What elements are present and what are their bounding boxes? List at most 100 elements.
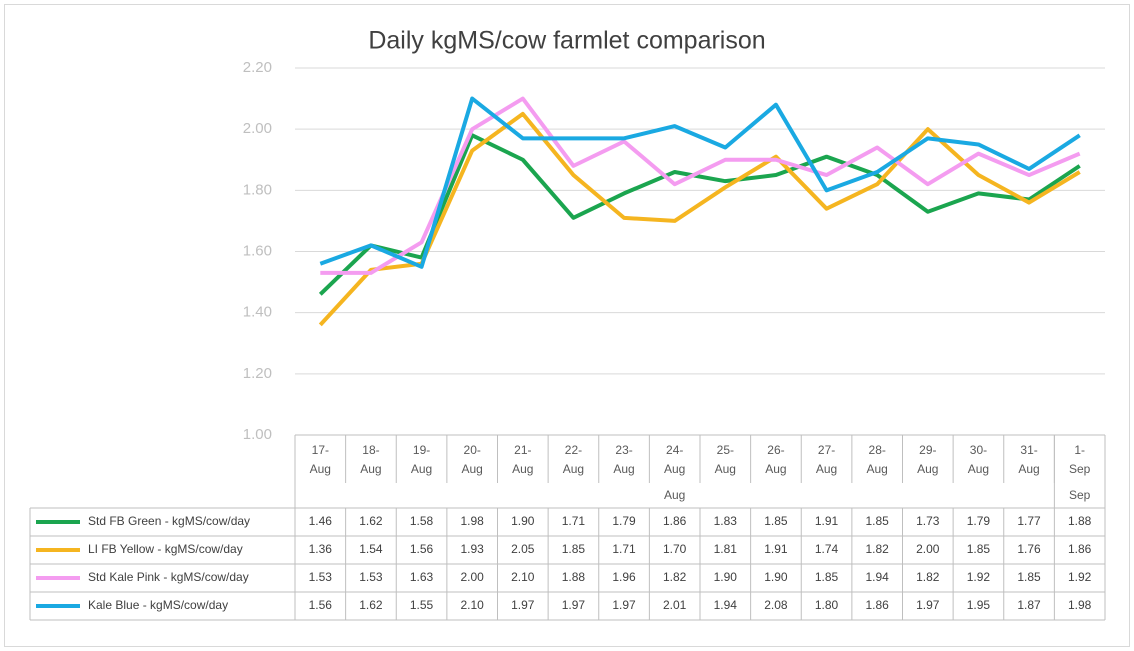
x-tick-label: 28-Aug (866, 443, 888, 476)
x-tick-label: 30-Aug (967, 443, 990, 476)
value-label: 1.97 (511, 598, 535, 612)
x-tick-cell: 31-Aug (1018, 443, 1040, 476)
value-label: 1.56 (309, 598, 333, 612)
value-label: 1.97 (612, 598, 636, 612)
x-tick-cell: 1-Sep (1069, 443, 1091, 476)
chart-title: Daily kgMS/cow farmlet comparison (368, 27, 765, 55)
value-label: 1.91 (764, 542, 788, 556)
value-label: 1.85 (866, 514, 890, 528)
value-label: 1.87 (1017, 598, 1041, 612)
value-label: 1.79 (612, 514, 636, 528)
line-series (318, 133, 1081, 296)
value-label: 1.92 (967, 570, 991, 584)
x-tick-cell: 22-Aug (563, 443, 584, 476)
value-label: 1.71 (612, 542, 636, 556)
value-label: 1.54 (359, 542, 383, 556)
value-label: 1.95 (967, 598, 991, 612)
value-label: 1.85 (815, 570, 839, 584)
value-label: 1.71 (562, 514, 586, 528)
value-label: 1.82 (866, 542, 890, 556)
value-label: 1.81 (714, 542, 738, 556)
value-label: 1.77 (1017, 514, 1041, 528)
value-label: 1.88 (1068, 514, 1092, 528)
chart-border (4, 4, 1130, 647)
x-tick-label: 31-Aug (1018, 443, 1040, 476)
x-tick-label: 29-Aug (917, 443, 939, 476)
value-label: 1.85 (967, 542, 991, 556)
y-tick-label: 1.80 (243, 181, 272, 198)
x-tick-label: 1-Sep (1069, 443, 1091, 476)
value-label: 1.79 (967, 514, 991, 528)
value-label: 1.86 (663, 514, 687, 528)
x-tick-cell: 23-Aug (613, 443, 635, 476)
value-label: 2.01 (663, 598, 687, 612)
y-tick-label: 1.00 (243, 426, 272, 443)
y-tick-label: 1.20 (243, 365, 272, 382)
value-label: 1.94 (866, 570, 890, 584)
value-label: 1.53 (309, 570, 333, 584)
value-label: 1.58 (410, 514, 434, 528)
value-label: 1.56 (410, 542, 434, 556)
x-tick-label: 19-Aug (410, 443, 433, 476)
group-label: Aug (664, 488, 685, 502)
line-series (318, 111, 1081, 327)
value-label: 1.46 (309, 514, 333, 528)
y-tick-label: 2.20 (243, 59, 272, 76)
x-tick-label: 18-Aug (360, 443, 382, 476)
x-tick-label: 25-Aug (714, 443, 736, 476)
legend-label: Kale Blue - kgMS/cow/day (88, 598, 228, 612)
value-label: 1.96 (612, 570, 636, 584)
value-label: 1.36 (309, 542, 333, 556)
y-tick-label: 2.00 (243, 120, 272, 137)
x-tick-label: 24-Aug (664, 443, 686, 476)
value-label: 1.90 (511, 514, 535, 528)
x-tick-label: 20-Aug (461, 443, 483, 476)
value-label: 1.76 (1017, 542, 1041, 556)
value-label: 1.62 (359, 598, 383, 612)
value-label: 1.73 (916, 514, 940, 528)
x-tick-cell: 24-Aug (664, 443, 686, 476)
x-tick-cell: 21-Aug (512, 443, 534, 476)
x-tick-cell: 26-Aug (765, 443, 787, 476)
value-label: 2.08 (764, 598, 788, 612)
value-label: 1.91 (815, 514, 839, 528)
value-label: 1.85 (764, 514, 788, 528)
x-tick-label: 21-Aug (512, 443, 534, 476)
value-label: 2.10 (461, 598, 485, 612)
x-tick-label: 17-Aug (309, 443, 331, 476)
value-label: 1.97 (916, 598, 940, 612)
value-label: 2.10 (511, 570, 535, 584)
value-label: 1.88 (562, 570, 586, 584)
value-label: 1.94 (714, 598, 738, 612)
value-label: 1.90 (764, 570, 788, 584)
value-label: 1.97 (562, 598, 586, 612)
value-label: 1.90 (714, 570, 738, 584)
x-tick-cell: 18-Aug (360, 443, 382, 476)
y-tick-label: 1.60 (243, 242, 272, 259)
y-tick-label: 1.40 (243, 304, 272, 321)
value-label: 1.74 (815, 542, 839, 556)
value-label: 1.63 (410, 570, 434, 584)
legend-label: LI FB Yellow - kgMS/cow/day (88, 542, 243, 556)
x-tick-cell: 20-Aug (461, 443, 483, 476)
x-tick-label: 23-Aug (613, 443, 635, 476)
value-label: 1.98 (461, 514, 485, 528)
value-label: 2.05 (511, 542, 535, 556)
value-label: 2.00 (461, 570, 485, 584)
value-label: 1.80 (815, 598, 839, 612)
value-label: 1.93 (461, 542, 485, 556)
value-label: 1.82 (916, 570, 940, 584)
value-label: 1.98 (1068, 598, 1092, 612)
x-tick-cell: 25-Aug (714, 443, 736, 476)
value-label: 1.53 (359, 570, 383, 584)
x-tick-label: 26-Aug (765, 443, 787, 476)
value-label: 2.00 (916, 542, 940, 556)
value-label: 1.85 (1017, 570, 1041, 584)
x-tick-cell: 27-Aug (816, 443, 837, 476)
x-tick-cell: 28-Aug (866, 443, 888, 476)
value-label: 1.86 (1068, 542, 1092, 556)
legend-label: Std Kale Pink - kgMS/cow/day (88, 570, 249, 584)
x-tick-cell: 30-Aug (967, 443, 990, 476)
x-tick-cell: 17-Aug (309, 443, 331, 476)
